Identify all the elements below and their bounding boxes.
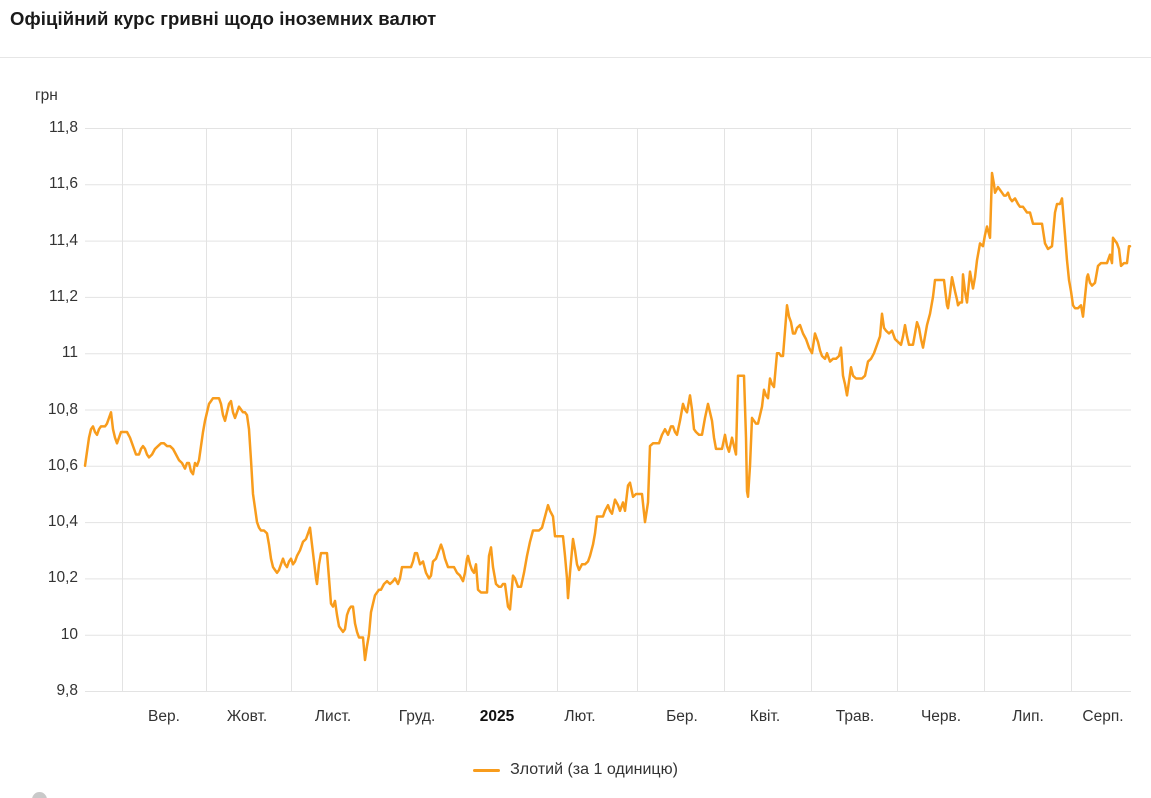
legend-line-swatch [473,768,501,772]
y-tick-label: 10 [60,625,78,643]
y-tick-label: 11,2 [48,287,78,305]
y-tick-label: 11,8 [48,119,78,136]
y-tick-label: 10,8 [47,400,78,418]
x-tick-label: Груд. [398,708,436,725]
legend[interactable]: Злотий (за 1 одиницю) [0,761,1151,779]
page-title: Офіційний курс гривні щодо іноземних вал… [10,8,437,29]
y-axis-unit-label: грн [35,87,58,104]
x-tick-label: Лют. [564,708,596,725]
x-tick-label: Серп. [1082,708,1124,725]
series-line-zloty[interactable] [83,171,1132,662]
y-tick-label: 11,6 [48,175,78,193]
x-tick-label: Жовт. [226,708,268,725]
partial-logo-circle [32,792,47,798]
x-tick-label: Лип. [1012,708,1044,725]
title-divider [0,57,1151,58]
x-tick-label: Вер. [148,708,180,725]
y-tick-label: 10,6 [47,456,78,474]
legend-label: Злотий (за 1 одиницю) [510,761,678,778]
x-tick-label: Лист. [314,708,352,725]
y-tick-label: 11,4 [48,231,78,249]
y-tick-label: 10,2 [47,569,78,587]
x-tick-label: Бер. [666,708,698,725]
y-tick-label: 11 [61,344,78,362]
x-tick-label: 2025 [479,708,515,725]
y-tick-label: 9,8 [56,682,78,699]
x-tick-label: Черв. [920,708,962,725]
y-tick-label: 10,4 [47,513,78,531]
x-tick-label: Трав. [835,708,875,725]
x-tick-label: Квіт. [749,708,781,725]
